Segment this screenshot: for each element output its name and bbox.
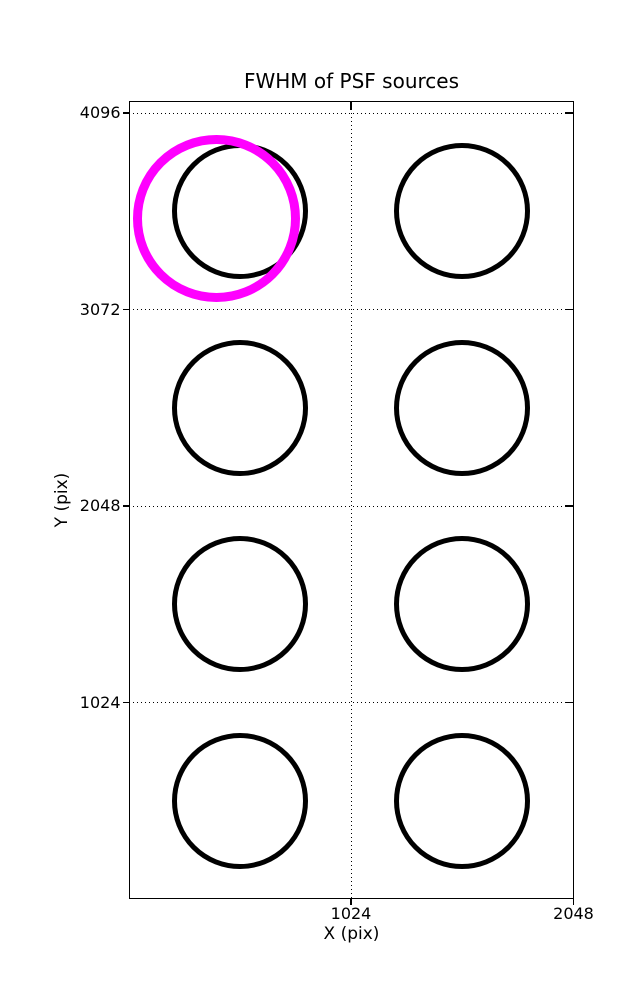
y-tick-left — [122, 505, 129, 507]
psf-sources-marker — [171, 732, 308, 869]
psf-sources-marker — [171, 339, 308, 476]
x-axis-label: X (pix) — [323, 924, 380, 944]
x-gridline — [350, 101, 352, 899]
y-tick-right — [564, 505, 573, 507]
psf-sources-marker — [394, 143, 531, 280]
y-tick-left — [122, 701, 129, 704]
x-tick-bottom — [350, 899, 352, 905]
y-tick-label: 3072 — [79, 299, 121, 319]
y-tick-left — [122, 112, 129, 114]
psf-sources-marker — [394, 732, 531, 869]
y-tick-right — [564, 701, 573, 704]
psf-sources-marker — [394, 339, 531, 476]
x-tick-label: 1024 — [330, 904, 372, 923]
x-tick-top — [350, 102, 352, 110]
x-tick-bottom — [572, 899, 575, 905]
chart-title: FWHM of PSF sources — [243, 69, 460, 93]
x-tick-label: 2048 — [553, 904, 594, 923]
y-tick-right — [564, 308, 573, 311]
y-tick-label: 4096 — [79, 103, 121, 123]
y-tick-right — [564, 112, 573, 114]
y-axis-label: Y (pix) — [52, 472, 72, 528]
y-tick-label: 2048 — [79, 496, 121, 516]
psf-sources-marker — [394, 536, 531, 673]
highlighted-source-marker — [133, 134, 300, 302]
y-tick-left — [122, 308, 129, 311]
y-tick-label: 1024 — [79, 692, 121, 712]
psf-sources-marker — [171, 536, 308, 673]
